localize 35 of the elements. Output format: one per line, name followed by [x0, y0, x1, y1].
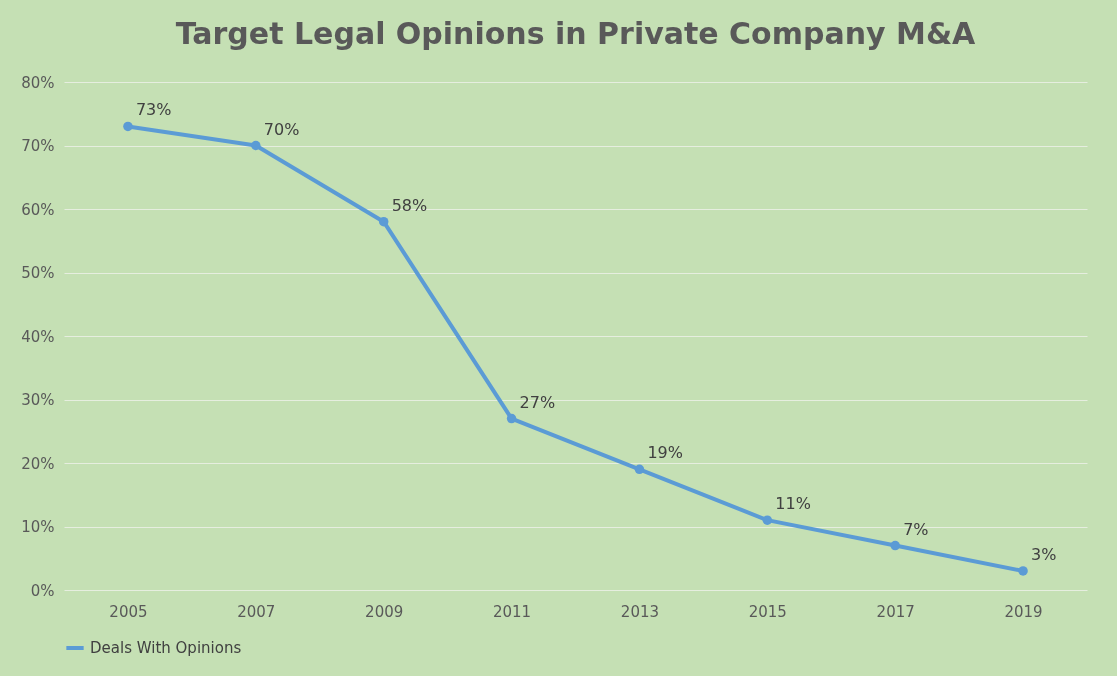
data-label: 7%: [903, 519, 929, 539]
data-label: 3%: [1031, 544, 1057, 564]
data-label: 73%: [135, 100, 172, 120]
point: [378, 216, 389, 227]
x-tick-label: 2011: [492, 602, 532, 621]
x-tick-label: 2013: [620, 602, 660, 621]
data-label: 27%: [519, 392, 556, 412]
data-label: 58%: [391, 195, 428, 215]
data-label: 70%: [263, 119, 300, 139]
point: [634, 464, 645, 475]
x-tick-label: 2005: [109, 602, 148, 621]
y-tick-label: 50%: [21, 264, 55, 282]
x-tick-label: 2007: [237, 602, 276, 621]
y-tick-label: 0%: [30, 581, 55, 600]
chart-title: Target Legal Opinions in Private Company M&A: [175, 16, 977, 51]
data-label: 19%: [647, 443, 683, 463]
x-tick-label: 2015: [748, 602, 787, 621]
x-tick-label: 2009: [365, 602, 404, 621]
point: [1018, 566, 1028, 576]
point: [762, 515, 773, 525]
y-tick-label: 80%: [21, 73, 55, 92]
y-tick-label: 60%: [21, 200, 55, 219]
x-tick-label: 2017: [876, 602, 915, 621]
point: [506, 413, 517, 424]
data-label: 11%: [775, 494, 811, 514]
y-tick-label: 70%: [21, 137, 55, 155]
y-tick-label: 10%: [21, 518, 55, 536]
y-tick-label: 40%: [21, 327, 55, 346]
point: [123, 121, 133, 132]
legend-label: Deals With Opinions: [90, 639, 242, 657]
x-tick-label: 2019: [1004, 602, 1043, 621]
point: [890, 540, 900, 551]
point: [251, 140, 261, 151]
y-tick-label: 20%: [21, 454, 55, 473]
y-tick-label: 30%: [21, 391, 55, 409]
